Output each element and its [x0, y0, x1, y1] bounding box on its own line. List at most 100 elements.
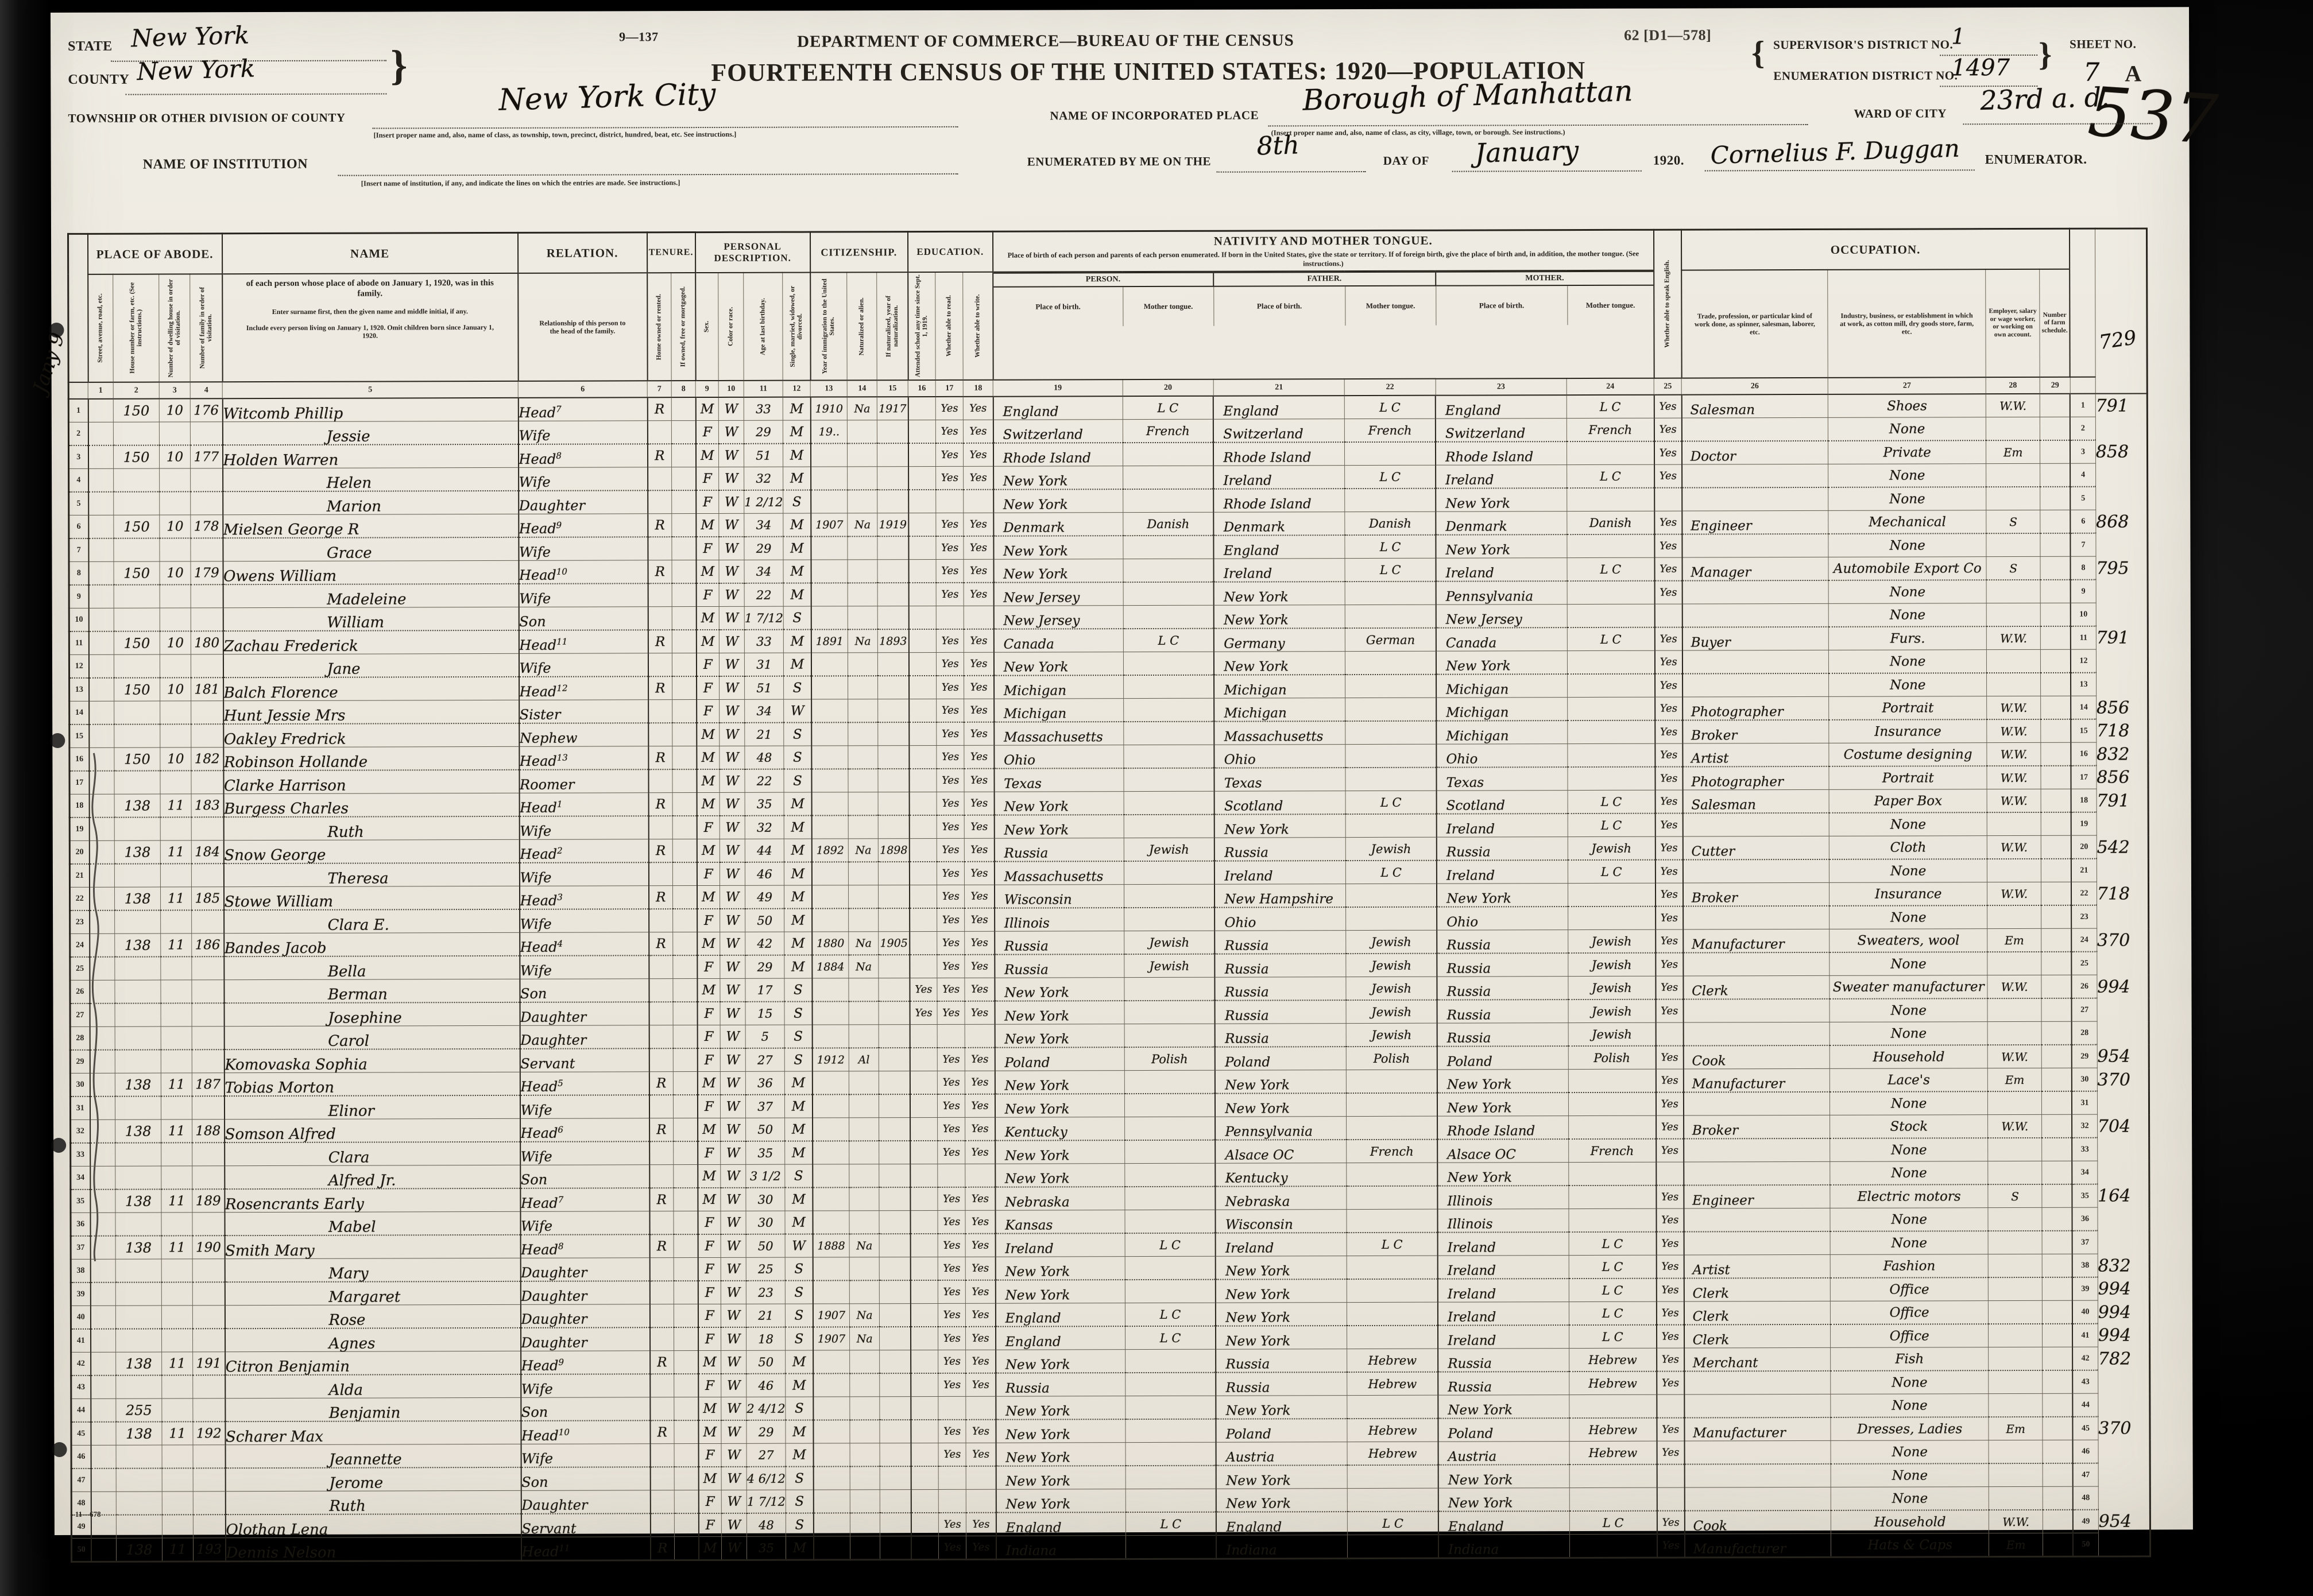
cell-house-number — [115, 1026, 161, 1050]
cell-person-tongue: L C — [1124, 1233, 1216, 1257]
cell-trade — [1682, 650, 1829, 674]
cell-industry: Paper Box — [1829, 789, 1987, 814]
cell-person-birthplace: England — [996, 1512, 1126, 1536]
cell-mortgage — [671, 513, 696, 537]
enumeration-value: 1497 — [1951, 55, 2010, 82]
cell-home-owned: R — [648, 676, 672, 700]
cell-relation: Son — [520, 1165, 649, 1189]
cell-mortgage — [672, 630, 697, 653]
cell-name: Clara E. — [223, 909, 520, 934]
cell-father-tongue — [1345, 651, 1437, 675]
cell-relation: Head9 — [518, 514, 648, 538]
incorporated-label: Name of incorporated place — [1050, 108, 1259, 123]
cell-marital: S — [783, 676, 811, 700]
cell-mortgage — [674, 1443, 699, 1467]
line-number-left: 8 — [69, 561, 89, 586]
cell-naturalization-year — [880, 1466, 911, 1490]
cell-person-birthplace: Texas — [994, 768, 1124, 792]
cell-person-tongue — [1124, 1070, 1216, 1094]
cell-street — [90, 1026, 115, 1051]
cell-sex: M — [697, 932, 720, 956]
cell-name: Marion — [222, 491, 519, 516]
line-number-left: 31 — [70, 1097, 90, 1120]
cell-street — [90, 1328, 116, 1353]
col-trade: Trade, profession, or particular kind of… — [1681, 270, 1828, 378]
cell-school — [911, 1420, 939, 1443]
line-number-left: 25 — [69, 957, 90, 981]
cell-mother-tongue: L C — [1569, 1255, 1657, 1279]
population-schedule-table: PLACE OF ABODE. NAME RELATION. TENURE. P… — [67, 227, 2151, 1563]
cell-age: 44 — [745, 839, 784, 863]
margin-code: 782 — [2098, 1347, 2150, 1370]
cell-street — [91, 1468, 117, 1492]
cell-naturalized — [848, 559, 878, 583]
cell-person-birthplace: Kansas — [995, 1210, 1125, 1234]
cell-person-birthplace: Switzerland — [993, 419, 1123, 443]
cell-home-owned — [650, 1443, 675, 1467]
cell-sex: M — [696, 630, 720, 653]
cell-marital: M — [784, 792, 812, 816]
cell-person-tongue — [1124, 977, 1215, 1001]
cell-naturalized: Na — [849, 1303, 880, 1327]
cell-street — [90, 1189, 115, 1213]
cell-employer-class — [1988, 1254, 2043, 1278]
cell-naturalized: Na — [849, 955, 879, 979]
cell-age: 18 — [746, 1327, 786, 1351]
cell-mother-birthplace: New York — [1436, 650, 1568, 675]
margin-code — [2098, 1486, 2150, 1510]
cell-father-birthplace: Nebraska — [1215, 1186, 1347, 1210]
cell-sex: M — [696, 723, 720, 746]
cell-industry: None — [1829, 1021, 1988, 1046]
cell-color: W — [718, 420, 744, 444]
cell-mother-birthplace: Russia — [1437, 976, 1568, 1000]
cell-mother-tongue: Jewish — [1568, 976, 1656, 1000]
cell-dwelling-number — [161, 1282, 193, 1306]
cell-speaks-english: Yes — [1656, 1348, 1684, 1372]
cell-naturalized — [848, 652, 878, 676]
cell-person-birthplace: Ireland — [995, 1233, 1125, 1257]
cell-relation: Wife — [520, 1374, 650, 1398]
cell-dwelling-number: 11 — [161, 1119, 192, 1143]
line-number-left: 37 — [71, 1236, 91, 1260]
cell-mother-birthplace: Ireland — [1437, 1301, 1569, 1326]
cell-employer-class — [1986, 417, 2040, 441]
cell-naturalized — [850, 1396, 880, 1420]
cell-father-tongue — [1345, 698, 1437, 722]
margin-code: 370 — [2097, 1068, 2149, 1091]
line-number-left: 43 — [71, 1376, 91, 1399]
cell-home-owned — [648, 653, 672, 677]
cell-school — [910, 1141, 938, 1164]
line-number-left: 26 — [69, 980, 90, 1004]
cell-immigration-year — [811, 722, 849, 746]
margin-code: 791 — [2096, 626, 2148, 650]
cell-dwelling-number — [160, 980, 192, 1004]
cell-employer-class: W.W. — [1987, 975, 2042, 999]
cell-mortgage — [672, 839, 697, 863]
cell-read: Yes — [937, 769, 965, 792]
line-number-right: 1 — [2070, 393, 2096, 417]
cell-school — [910, 1094, 938, 1118]
cell-person-tongue — [1123, 582, 1214, 606]
cell-father-tongue — [1347, 1186, 1438, 1210]
cell-mortgage — [673, 1025, 698, 1049]
cell-trade — [1684, 1440, 1831, 1465]
cell-color: W — [721, 1397, 746, 1421]
cell-mother-birthplace: Ireland — [1438, 1325, 1569, 1349]
cell-write: Yes — [964, 699, 994, 723]
cell-relation: Son — [519, 607, 648, 631]
cell-age: 22 — [744, 583, 784, 607]
cell-naturalization-year — [878, 745, 910, 769]
cell-immigration-year: 1907 — [813, 1327, 850, 1351]
line-number-left: 6 — [68, 515, 88, 539]
cell-school — [908, 676, 937, 699]
cell-house-number — [115, 1375, 162, 1399]
cell-marital: M — [786, 1536, 814, 1560]
margin-code — [2097, 905, 2149, 929]
cell-color: W — [720, 1188, 746, 1211]
line-number-left: 35 — [70, 1190, 90, 1213]
margin-code: 868 — [2095, 510, 2148, 533]
section-relation: RELATION. — [517, 232, 647, 274]
cell-color: W — [718, 397, 744, 421]
cell-name: Somson Alfred — [224, 1118, 520, 1143]
cell-naturalized — [847, 466, 877, 490]
